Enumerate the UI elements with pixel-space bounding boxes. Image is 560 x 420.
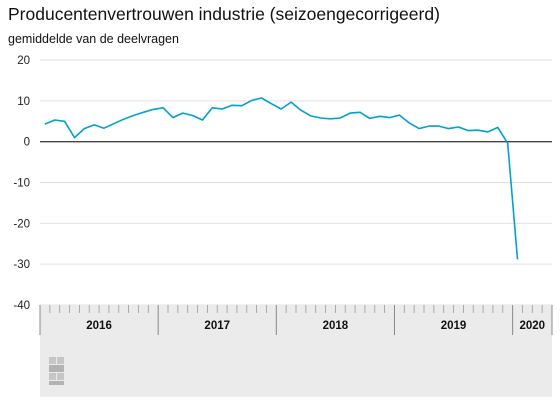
x-axis-band	[40, 305, 552, 397]
cbs-logo	[49, 357, 64, 385]
x-axis: 2016 2017 2018 2019 2020	[39, 305, 553, 335]
x-tick-label: 2020	[520, 320, 546, 332]
y-tick-label: 20	[17, 55, 30, 67]
y-tick-label: 10	[17, 96, 30, 108]
y-tick-label: 0	[24, 137, 30, 149]
y-tick-label: -20	[13, 218, 30, 230]
y-tick-label: -30	[13, 259, 30, 271]
y-tick-label: -10	[13, 178, 30, 190]
x-tick-label: 2018	[323, 320, 349, 332]
y-axis-ticks: 20 10 0 -10 -20 -30 -40	[13, 55, 30, 312]
chart-subtitle: gemiddelde van de deelvragen	[8, 32, 179, 46]
x-tick-label: 2017	[204, 320, 230, 332]
series-line	[44, 97, 519, 260]
x-tick-label: 2016	[86, 320, 112, 332]
gridlines	[40, 59, 552, 306]
y-tick-label: -40	[13, 300, 30, 312]
chart-title: Producentenvertrouwen industrie (seizoen…	[8, 4, 440, 24]
x-tick-label: 2019	[441, 320, 467, 332]
